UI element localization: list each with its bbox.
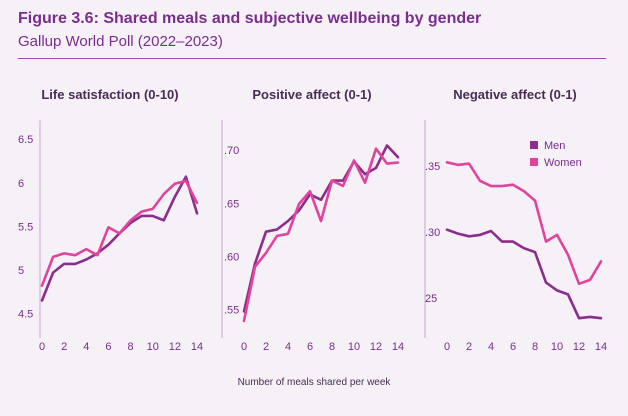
x-tick-label: 14: [392, 341, 404, 353]
legend-label-men: Men: [544, 140, 565, 152]
x-tick-label: 12: [370, 341, 382, 353]
y-tick-label: .60: [224, 252, 239, 264]
y-tick-label: 5: [18, 265, 24, 277]
x-tick-label: 0: [444, 341, 450, 353]
y-tick-label: .30: [425, 227, 440, 239]
x-tick-label: 14: [595, 341, 607, 353]
series-line-men: [445, 228, 603, 320]
x-tick-label: 2: [263, 341, 269, 353]
x-tick-label: 4: [488, 341, 494, 353]
x-tick-label: 6: [307, 341, 313, 353]
x-tick-label: 10: [551, 341, 563, 353]
x-tick-label: 2: [466, 341, 472, 353]
x-tick-label: 12: [573, 341, 585, 353]
x-axis-label: Number of meals shared per week: [238, 377, 392, 388]
figure-title: Figure 3.6: Shared meals and subjective …: [18, 10, 482, 27]
y-tick-label: 6: [18, 178, 24, 190]
series-line-men: [40, 175, 199, 302]
series-line-women: [242, 147, 400, 323]
x-tick-label: 8: [329, 341, 335, 353]
x-tick-label: 4: [285, 341, 291, 353]
y-tick-label: .35: [425, 161, 440, 173]
x-tick-label: 0: [39, 341, 45, 353]
series-line-women: [445, 161, 603, 286]
x-tick-label: 10: [147, 341, 159, 353]
series-line-women: [40, 179, 199, 288]
x-tick-label: 2: [61, 341, 67, 353]
y-tick-label: 25: [425, 293, 437, 305]
y-tick-label: .65: [224, 198, 239, 210]
panel-title-2: Positive affect (0-1): [252, 87, 371, 102]
panel-title-3: Negative affect (0-1): [453, 87, 577, 102]
y-tick-label: .70: [224, 145, 239, 157]
legend-swatch-men: [530, 141, 538, 149]
legend-swatch-women: [530, 158, 538, 166]
x-tick-label: 0: [241, 341, 247, 353]
y-tick-label: 6.5: [18, 134, 33, 146]
x-tick-label: 6: [510, 341, 516, 353]
y-tick-label: .55: [224, 305, 239, 317]
legend-label-women: Women: [544, 157, 582, 169]
x-tick-label: 14: [191, 341, 203, 353]
x-tick-label: 8: [532, 341, 538, 353]
x-tick-label: 4: [83, 341, 89, 353]
panel-title-1: Life satisfaction (0-10): [41, 87, 178, 102]
series-line-men: [242, 144, 400, 313]
y-tick-label: 4.5: [18, 309, 33, 321]
header-divider: [18, 58, 606, 59]
x-tick-label: 8: [128, 341, 134, 353]
x-tick-label: 6: [105, 341, 111, 353]
figure-subtitle: Gallup World Poll (2022–2023): [18, 33, 223, 50]
y-tick-label: 5.5: [18, 221, 33, 233]
x-tick-label: 10: [348, 341, 360, 353]
x-tick-label: 12: [169, 341, 181, 353]
